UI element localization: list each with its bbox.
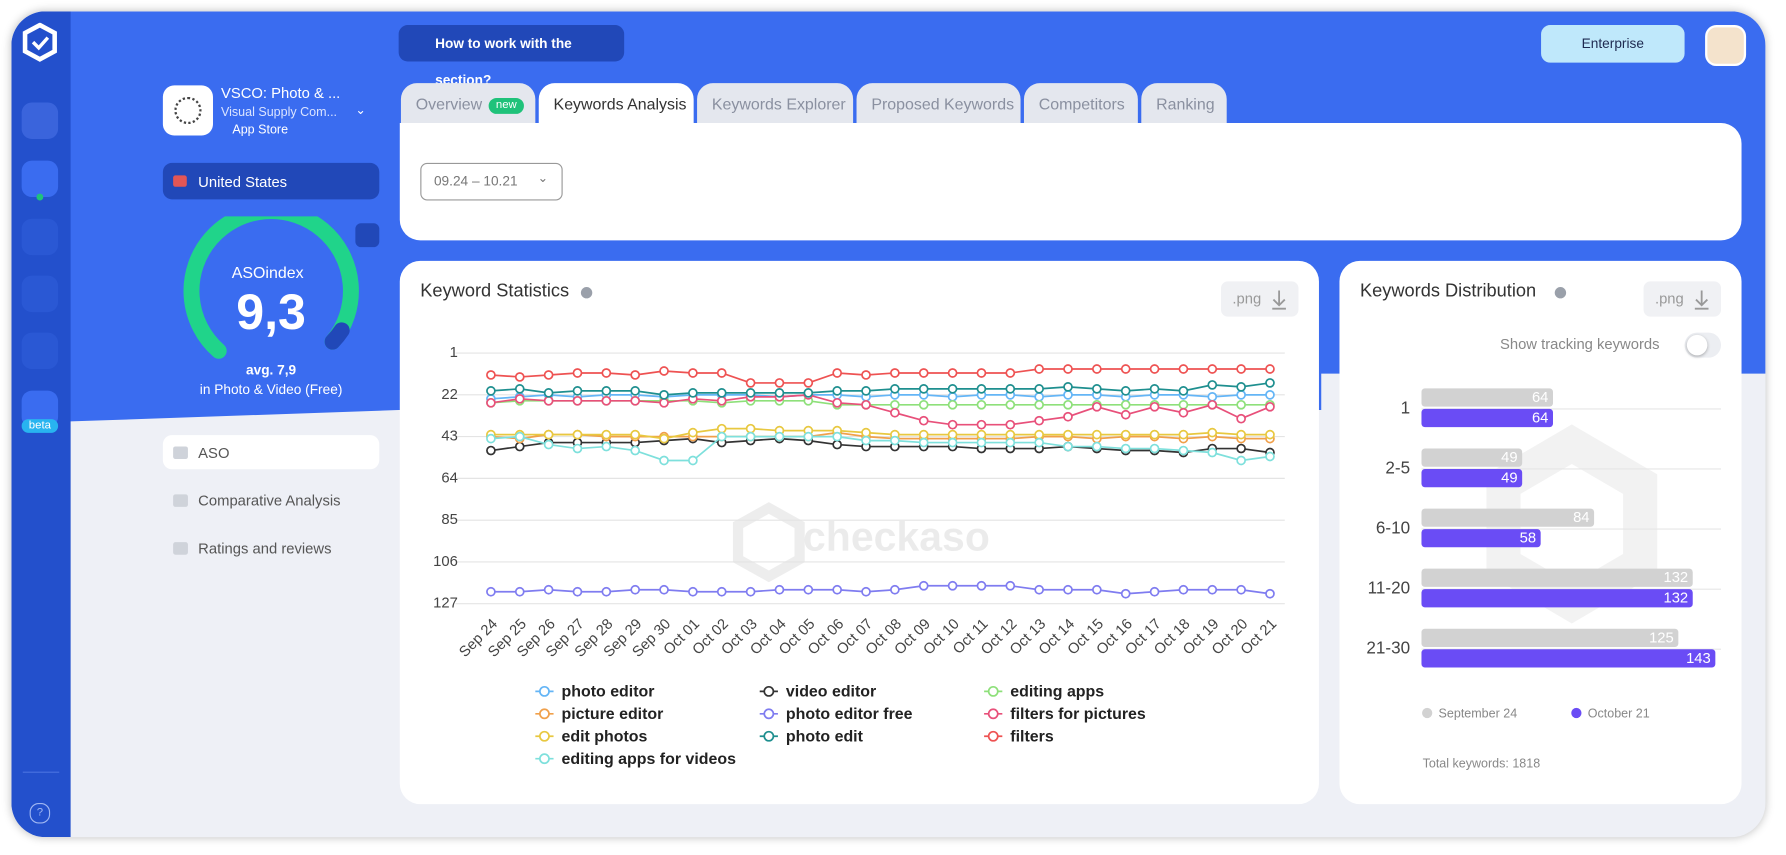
tab-label: Competitors bbox=[1038, 94, 1125, 113]
aso-category: in Photo & Video (Free) bbox=[199, 381, 343, 398]
export-button[interactable] bbox=[1221, 281, 1299, 317]
export-button[interactable] bbox=[1643, 281, 1722, 317]
date-range[interactable]: 09.24 – 10.21 bbox=[420, 162, 563, 201]
tab[interactable]: Ranking bbox=[1141, 83, 1227, 124]
aso-value: 9,3 bbox=[236, 284, 306, 341]
logo[interactable] bbox=[22, 22, 58, 69]
tab-label: Keywords Explorer bbox=[711, 94, 846, 113]
tab-label: Overview bbox=[415, 94, 483, 113]
keywords-distribution-panel bbox=[1339, 260, 1742, 805]
tab[interactable]: Keywords Analysis bbox=[538, 83, 694, 124]
tab[interactable]: Proposed Keywords bbox=[856, 83, 1021, 124]
aso-label: ASOindex bbox=[231, 263, 304, 282]
tab[interactable]: Overview new bbox=[400, 83, 536, 124]
flag bbox=[173, 175, 187, 187]
tab[interactable]: Keywords Explorer bbox=[697, 83, 854, 124]
refresh-button[interactable] bbox=[355, 223, 380, 248]
keyword-statistics-panel bbox=[399, 260, 1319, 805]
aso-average: avg. 7,9 bbox=[246, 362, 297, 379]
nav-dashboard[interactable] bbox=[21, 102, 59, 139]
help-icon[interactable]: ? bbox=[29, 802, 51, 824]
app-dropdown[interactable]: ⌄ bbox=[355, 103, 366, 118]
date-dropdown[interactable]: ⌄ bbox=[537, 171, 549, 186]
menu-item[interactable]: ASO bbox=[162, 435, 380, 470]
tracking-toggle[interactable] bbox=[1684, 332, 1722, 358]
help-button[interactable]: How to work with the section? bbox=[398, 25, 625, 88]
avatar[interactable] bbox=[1705, 25, 1747, 67]
nav-edit[interactable] bbox=[21, 275, 59, 313]
tab-label: Proposed Keywords bbox=[871, 94, 1015, 113]
app-developer: Visual Supply Com... bbox=[220, 105, 338, 120]
nav-reports[interactable] bbox=[21, 332, 59, 370]
tab[interactable]: Competitors bbox=[1023, 83, 1138, 124]
plan-button[interactable]: Enterprise bbox=[1541, 25, 1685, 63]
filter-panel bbox=[399, 123, 1742, 241]
nav-analytics[interactable] bbox=[21, 160, 59, 198]
beta-badge: beta bbox=[21, 419, 59, 433]
nav-monitoring[interactable] bbox=[21, 218, 59, 256]
app-icon bbox=[162, 85, 213, 136]
app-store[interactable]: App Store bbox=[232, 123, 289, 137]
tab-badge: new bbox=[489, 97, 524, 114]
tab-label: Keywords Analysis bbox=[553, 94, 687, 113]
app-name: VSCO: Photo & ... bbox=[220, 84, 341, 102]
menu-item[interactable]: Comparative Analysis bbox=[163, 483, 379, 517]
menu-item[interactable]: Ratings and reviews bbox=[163, 531, 379, 565]
tab-label: Ranking bbox=[1156, 94, 1215, 113]
country-select[interactable]: United States bbox=[162, 162, 380, 200]
aso-gauge bbox=[183, 216, 359, 359]
active-dot bbox=[36, 193, 44, 201]
